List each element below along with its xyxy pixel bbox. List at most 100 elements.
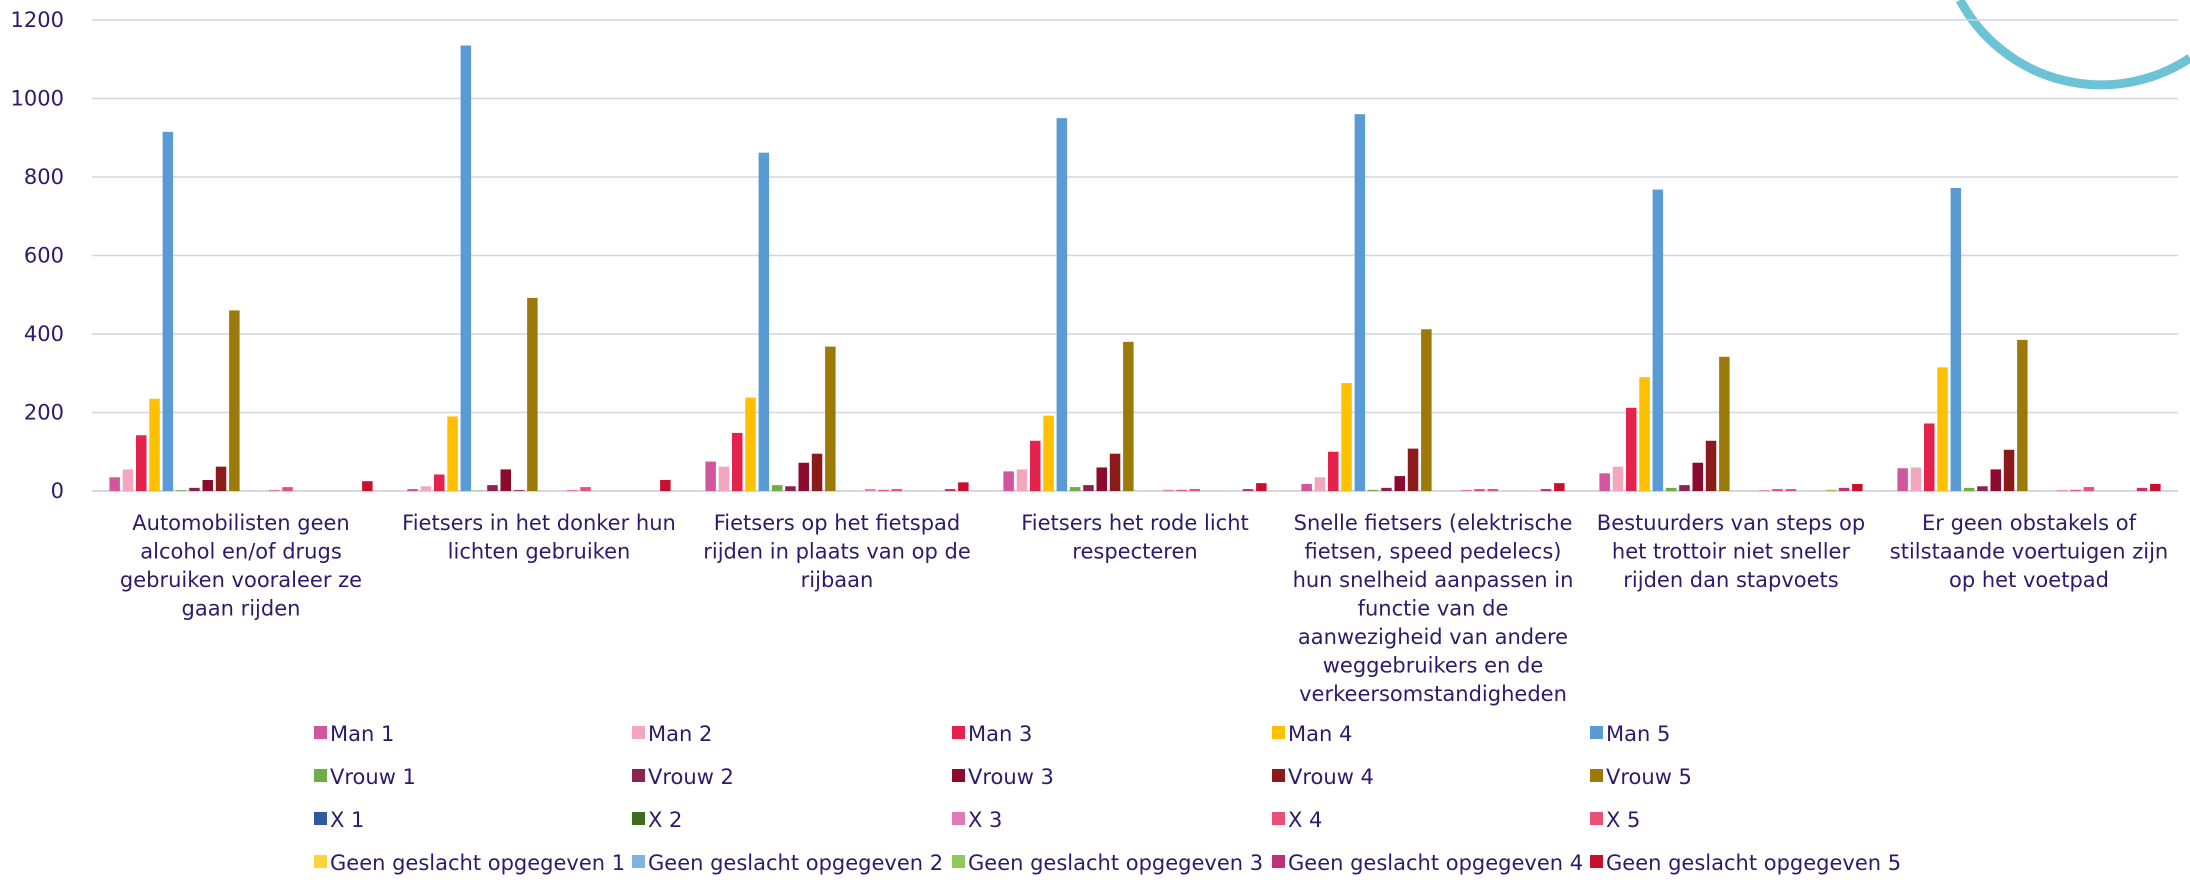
legend-label: X 1 [330, 808, 364, 832]
legend-swatch [632, 855, 645, 868]
bar [1963, 487, 1975, 491]
legend-swatch [952, 812, 965, 825]
bar [705, 461, 716, 491]
bar [215, 466, 227, 491]
bar [1016, 469, 1028, 491]
bar [1123, 341, 1134, 491]
legend-label: Man 3 [968, 722, 1032, 746]
bar [1897, 468, 1908, 491]
bar [1924, 423, 1935, 491]
bar [2083, 487, 2095, 491]
bar [202, 480, 213, 491]
bar [1109, 453, 1121, 491]
legend-label: Vrouw 5 [1606, 765, 1692, 789]
y-tick-label: 400 [24, 322, 64, 346]
legend-label: Geen geslacht opgegeven 1 [330, 851, 625, 875]
legend-swatch [314, 726, 327, 739]
bars [109, 45, 2161, 492]
category-label: lichten gebruiken [448, 540, 631, 564]
bar [2057, 490, 2068, 491]
bar [1990, 469, 2001, 491]
category-labels: Automobilisten geen alcohol en/of drugs ge… [120, 511, 2168, 706]
bar [1421, 329, 1432, 491]
bar [1785, 489, 1797, 491]
bar [1950, 187, 1962, 492]
bar [1176, 489, 1187, 491]
bar [1328, 451, 1339, 491]
bar [269, 489, 280, 491]
bar [1852, 483, 1863, 491]
legend-swatch [952, 769, 965, 782]
legend-swatch [1590, 769, 1603, 782]
bar [1540, 489, 1552, 491]
bar [1341, 383, 1352, 491]
bar [1474, 489, 1485, 491]
legend-swatch [1590, 855, 1603, 868]
y-tick-label: 800 [24, 165, 64, 189]
category-label: respecteren [1072, 540, 1197, 564]
bar [1189, 489, 1201, 491]
bar [878, 489, 889, 491]
bar [1910, 467, 1922, 491]
category-label: Snelle fietsers (elektrische [1294, 511, 1573, 535]
bar [1639, 377, 1650, 491]
legend-swatch [632, 726, 645, 739]
bar [1394, 476, 1405, 491]
y-tick-label: 1000 [11, 87, 64, 111]
bar [420, 486, 432, 491]
category-label: Er geen obstakels of [1922, 511, 2137, 535]
legend-label: Man 1 [330, 722, 394, 746]
category-label: Fietsers in het donker hun [402, 511, 676, 535]
legend-swatch [632, 812, 645, 825]
bar [1030, 440, 1041, 491]
legend-label: Geen geslacht opgegeven 3 [968, 851, 1263, 875]
legend-swatch [1272, 769, 1285, 782]
bar [2017, 339, 2028, 491]
bar [1003, 471, 1014, 491]
legend-label: X 4 [1288, 808, 1322, 832]
bar [1719, 356, 1730, 491]
decorative-arc [1956, 0, 2190, 90]
bar [825, 346, 836, 491]
bar [732, 432, 743, 491]
bar [487, 485, 498, 491]
bar [122, 469, 134, 491]
legend-label: Geen geslacht opgegeven 5 [1606, 851, 1901, 875]
bar [567, 489, 578, 491]
bar [407, 489, 418, 491]
bar [1256, 483, 1267, 491]
bar [958, 482, 969, 491]
bar [175, 490, 187, 491]
bar [1772, 489, 1783, 491]
category-label: hun snelheid aanpassen in [1293, 568, 1574, 592]
bar [1626, 407, 1637, 491]
bar [1679, 485, 1690, 491]
bar [460, 45, 472, 491]
legend-swatch [632, 769, 645, 782]
bar [149, 398, 160, 491]
category-label: rijden in plaats van op de [703, 540, 971, 564]
bar [1242, 489, 1254, 491]
bar [785, 486, 796, 491]
bar [1665, 487, 1677, 491]
y-tick-label: 1200 [11, 8, 64, 32]
category-label: functie van de [1358, 597, 1509, 621]
bar [1367, 489, 1379, 491]
bar [1314, 477, 1326, 491]
legend-swatch [952, 855, 965, 868]
bar [811, 453, 823, 491]
category-label: rijden dan stapvoets [1623, 568, 1838, 592]
bar [1301, 483, 1312, 491]
category-label: verkeersomstandigheden [1299, 682, 1567, 706]
bar [1705, 440, 1717, 491]
bar [2003, 449, 2015, 491]
bar [1977, 486, 1988, 491]
y-tick-label: 600 [24, 244, 64, 268]
category-label: weggebruikers en de [1323, 654, 1544, 678]
bar [1043, 415, 1054, 491]
category-label: alcohol en/of drugs [140, 540, 342, 564]
legend-swatch [1272, 726, 1285, 739]
bar [527, 297, 538, 491]
bar [1692, 462, 1703, 491]
legend-label: Vrouw 4 [1288, 765, 1374, 789]
